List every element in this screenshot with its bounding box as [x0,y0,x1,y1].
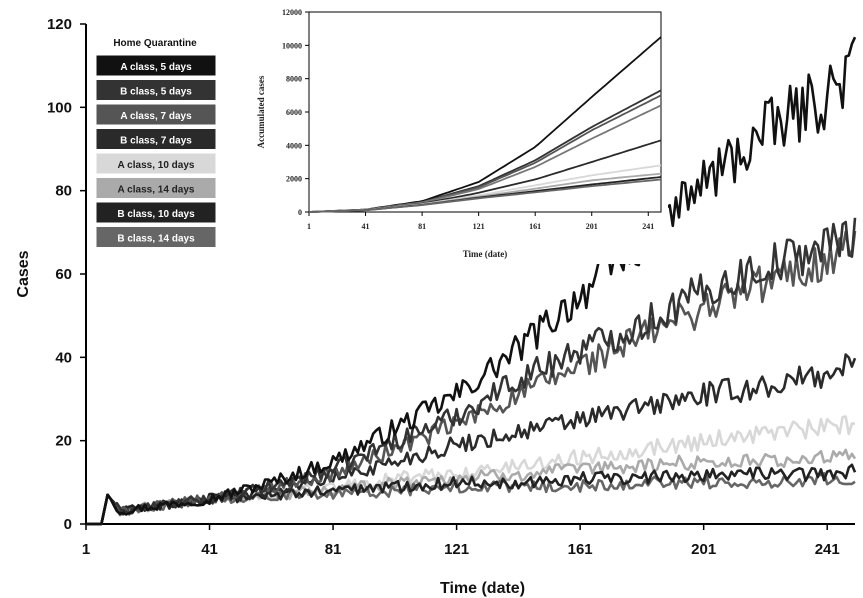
inset-plot: 0 2000 4000 6000 8000 10000 12000 1 41 81 121 161 20… [256,2,668,264]
legend-entry-2: A class, 7 days [120,111,192,122]
legend-swatch-7 [95,226,217,248]
x-tick-label: 81 [325,541,342,558]
y-tick-label: 120 [47,16,72,33]
legend-swatch-5 [95,177,217,199]
y-tick-label: 0 [64,516,72,533]
inset-y-tick-label: 0 [298,208,302,217]
inset-y-tick-label: 10000 [282,41,302,50]
x-tick-label: 161 [568,541,593,558]
series-line-0 [86,36,857,526]
inset-background [258,2,668,264]
inset-x-tick-label: 1 [307,222,311,231]
legend-swatch-3 [95,128,217,150]
legend: Home Quarantine A class, 5 days B class, 5… [92,30,218,256]
x-tick-label: 241 [815,541,840,558]
x-tick-label: 1 [82,541,90,558]
inset-x-tick-label: 161 [529,222,541,231]
inset-x-tick-label: 81 [418,222,426,231]
y-tick-label: 100 [47,99,72,116]
series-line-6 [86,463,857,526]
legend-swatch-1 [95,79,217,101]
legend-entry-0: A class, 5 days [120,62,192,73]
legend-title: Home Quarantine [113,38,197,49]
inset-x-tick-label: 201 [586,222,598,231]
legend-swatch-4 [95,152,217,175]
x-tick-label: 41 [201,541,218,558]
inset-y-tick-label: 6000 [286,108,302,117]
inset-y-tick-label: 4000 [286,141,302,150]
legend-entry-6: B class, 10 days [117,209,195,220]
x-tick-label: 201 [691,541,716,558]
legend-entry-5: A class, 14 days [118,185,195,196]
legend-entry-4: A class, 10 days [118,160,195,171]
y-tick-label: 20 [55,433,72,450]
inset-y-tick-label: 12000 [282,8,302,17]
inset-y-axis-title: Accumulated cases [256,75,266,148]
inset-y-tick-label: 8000 [286,75,302,84]
legend-swatch-0 [95,54,217,77]
inset-series-line-8 [308,178,662,213]
legend-entry-1: B class, 5 days [120,87,192,98]
x-tick-label: 121 [444,541,469,558]
legend-entry-7: B class, 14 days [117,234,195,245]
inset-x-tick-label: 241 [642,222,654,231]
inset-x-tick-label: 41 [362,222,370,231]
inset-y-tick-label: 2000 [286,175,302,184]
x-axis-title: Time (date) [440,580,525,597]
y-axis-title: Cases [15,250,32,297]
y-tick-label: 40 [55,349,72,366]
legend-swatch-6 [95,201,217,224]
inset-x-axis-title: Time (date) [463,249,508,259]
legend-entry-3: B class, 7 days [120,136,192,147]
y-tick-label: 80 [55,183,72,200]
inset-x-tick-label: 121 [473,222,485,231]
legend-swatch-2 [95,103,217,126]
y-tick-label: 60 [55,266,72,283]
